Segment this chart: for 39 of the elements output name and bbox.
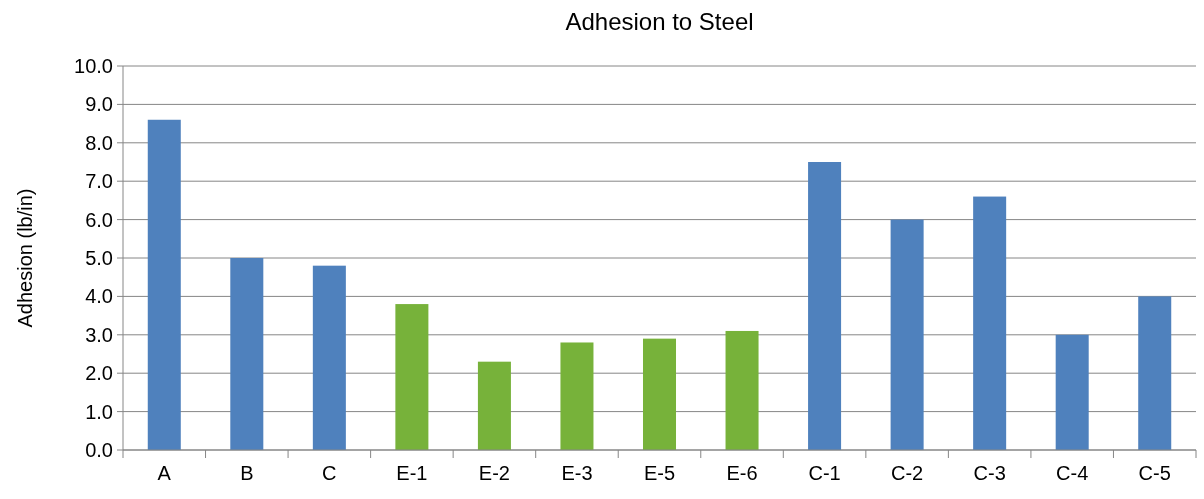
bar (808, 162, 842, 450)
y-tick-label: 10.0 (74, 55, 113, 77)
y-tick-label: 9.0 (85, 93, 113, 116)
bar (312, 265, 346, 450)
bar (725, 330, 759, 450)
y-tick-label: 1.0 (85, 400, 113, 423)
x-tick-label: C-5 (1138, 462, 1171, 484)
x-tick-label: C-2 (891, 462, 924, 484)
x-tick-label: B (240, 462, 254, 484)
x-tick-label: A (157, 462, 172, 484)
x-tick-label: E-6 (726, 462, 758, 484)
x-tick-label: E-5 (643, 462, 676, 484)
chart-title: Adhesion to Steel (565, 8, 754, 35)
x-tick-label: C-3 (973, 462, 1006, 484)
x-tick-label: E-3 (561, 462, 593, 484)
bar (560, 342, 594, 450)
y-tick-label: 6.0 (85, 208, 113, 231)
bar (230, 258, 264, 450)
x-tick-label: E-1 (396, 462, 428, 484)
x-tick-label: C-4 (1056, 462, 1089, 484)
x-tick-label: C (322, 462, 337, 484)
y-axis-title: Adhesion (lb/in) (14, 188, 36, 328)
bar (147, 119, 181, 450)
y-tick-label: 5.0 (85, 247, 113, 269)
bar (395, 304, 429, 450)
x-tick-label: C-1 (808, 462, 841, 484)
bar (1055, 334, 1089, 450)
y-tick-label: 7.0 (85, 170, 113, 193)
bar (973, 196, 1007, 450)
y-tick-label: 4.0 (85, 285, 113, 308)
y-tick-label: 0.0 (85, 439, 113, 461)
y-tick-label: 8.0 (85, 131, 113, 154)
y-tick-label: 2.0 (85, 362, 113, 385)
bar (890, 219, 924, 450)
x-tick-label: E-2 (478, 462, 510, 484)
bar (642, 338, 677, 450)
y-tick-label: 3.0 (85, 323, 113, 346)
bar (477, 361, 511, 450)
bar (1138, 296, 1172, 450)
